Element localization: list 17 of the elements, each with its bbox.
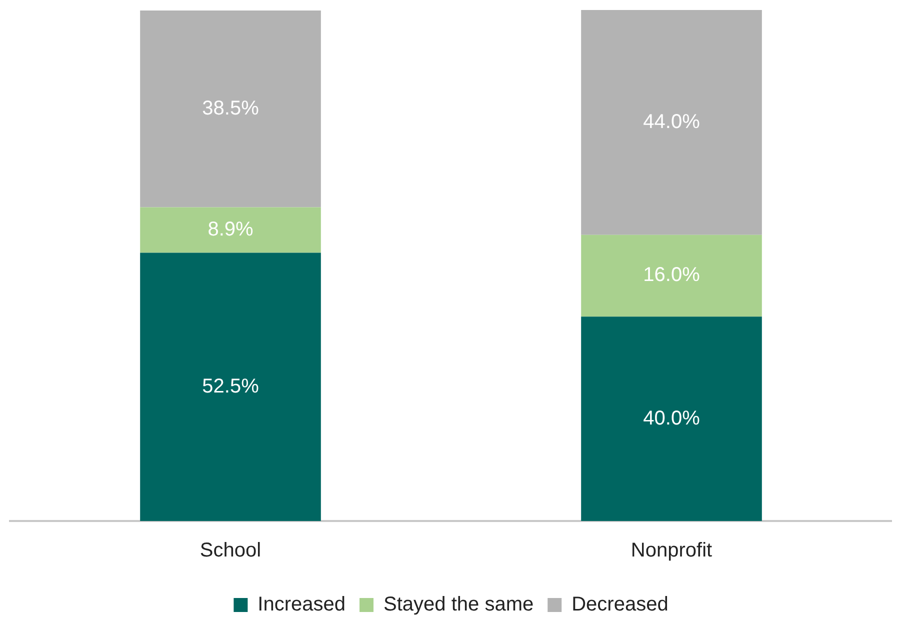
data-label: 44.0% [643,110,700,133]
bar [140,252,321,521]
data-label: 8.9% [208,218,254,240]
legend-label: Stayed the same [384,594,534,616]
legend-label: Decreased [572,594,668,616]
data-label: 16.0% [643,264,700,286]
data-label: 52.5% [202,375,260,398]
data-label: 38.5% [202,97,260,120]
bar [581,234,762,317]
x-tick-label: Nonprofit [630,540,713,562]
bar [581,316,762,521]
data-label: 40.0% [643,407,700,430]
legend-label: Increased [258,594,346,616]
bar [140,10,321,208]
bar [140,207,321,253]
x-tick-label: School [200,540,262,562]
bar [581,10,762,235]
